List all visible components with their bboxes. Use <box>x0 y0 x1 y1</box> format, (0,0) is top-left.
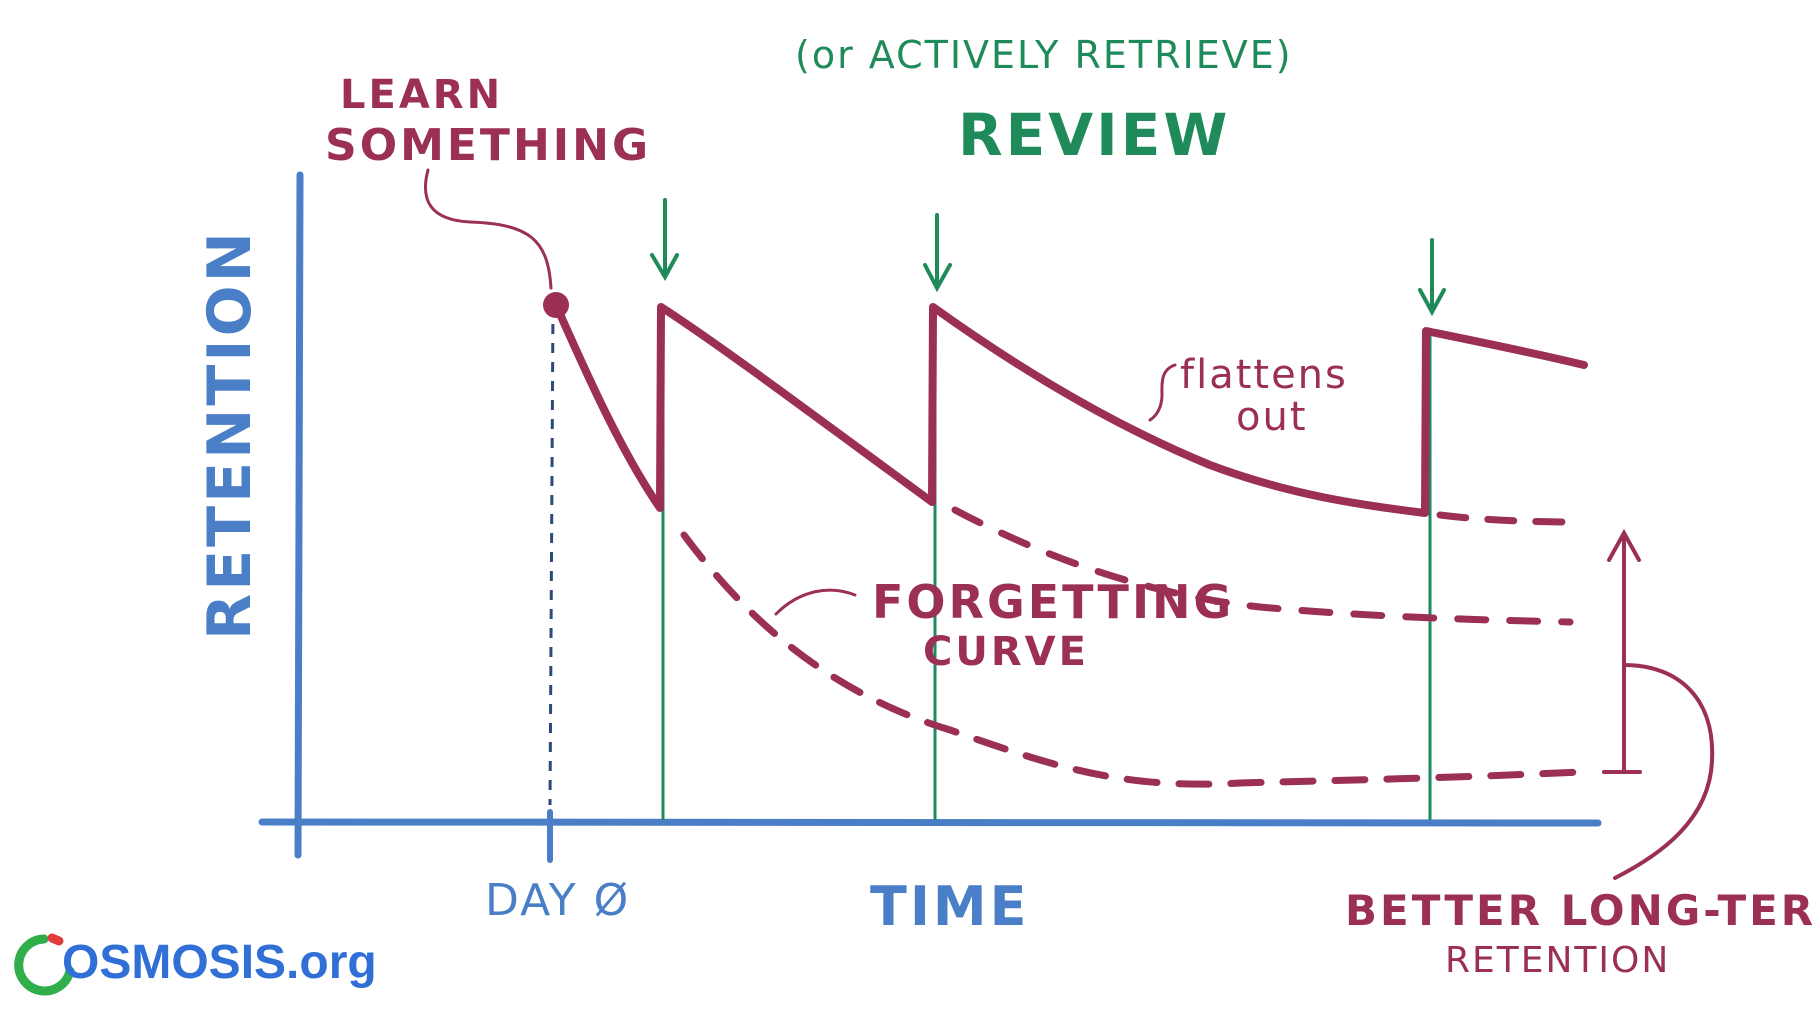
forgetting-leader-line <box>774 588 857 616</box>
flattens-label-line2: out <box>1236 394 1308 440</box>
osmosis-logo: OSMOSIS.org <box>14 925 377 1011</box>
x-axis <box>258 818 1602 827</box>
retention-curve-solid <box>552 301 1588 517</box>
y-axis-label: RETENTION <box>195 229 265 640</box>
better-label-line1: BETTER LONG-TERM <box>1345 886 1813 935</box>
learn-leader-line <box>423 168 553 290</box>
day-zero-dashed-line <box>548 304 555 806</box>
review-arrow-3 <box>1418 238 1446 317</box>
forgetting-label-line2: CURVE <box>923 629 1089 675</box>
better-retention-arrow <box>1602 528 1715 880</box>
logo-text: OSMOSIS.org <box>62 936 377 989</box>
better-label-line2: RETENTION <box>1445 940 1670 981</box>
learn-start-dot <box>543 292 569 318</box>
learn-label-line2: SOMETHING <box>325 120 651 171</box>
flattens-label-line1: flattens <box>1180 352 1348 398</box>
day-zero-label: DAY Ø <box>485 875 630 926</box>
forgetting-curve-dashed-1 <box>680 531 1584 788</box>
y-axis <box>294 171 304 859</box>
logo-ring-icon <box>14 933 75 996</box>
forgetting-label-line1: FORGETTING <box>872 575 1234 629</box>
review-arrow-2 <box>923 213 952 293</box>
forgetting-curve-dashed-3 <box>1436 511 1579 526</box>
review-paren-label: (or ACTIVELY RETRIEVE) <box>795 33 1293 77</box>
flattens-leader-line <box>1148 363 1177 422</box>
x-axis-label: TIME <box>870 875 1030 938</box>
review-arrow-1 <box>650 198 679 282</box>
review-label: REVIEW <box>958 101 1230 169</box>
forgetting-curve-dashed-2 <box>951 506 1574 626</box>
learn-label-line1: LEARN <box>340 72 503 118</box>
